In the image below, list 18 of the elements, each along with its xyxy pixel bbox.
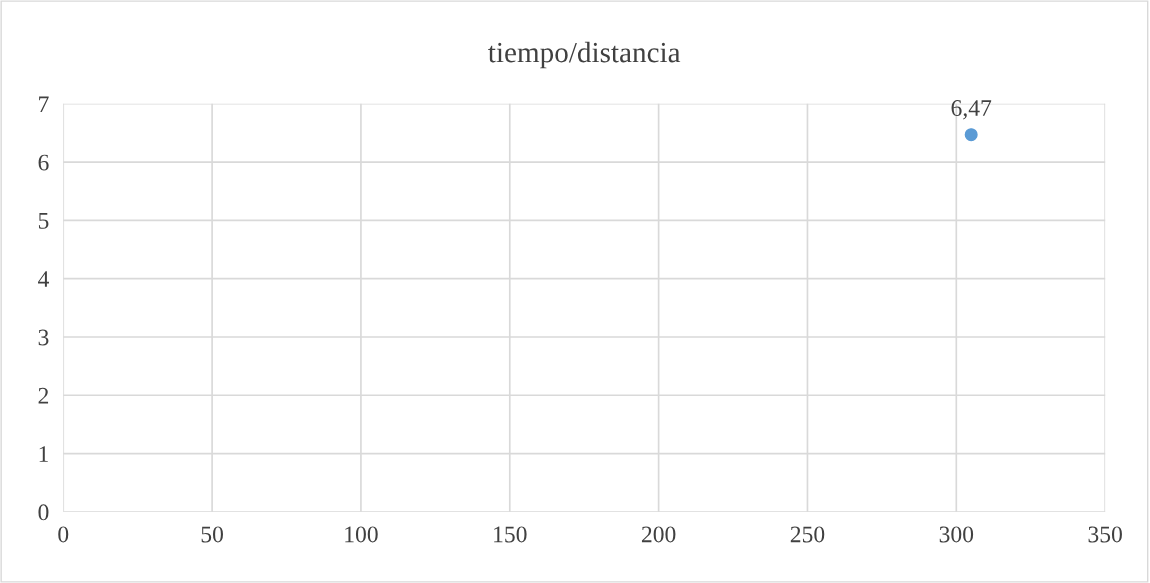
x-tick-label: 350 xyxy=(1088,526,1122,543)
x-tick-label: 50 xyxy=(201,526,223,543)
x-tick-label: 100 xyxy=(345,526,378,543)
x-tick-label: 300 xyxy=(939,526,974,543)
x-tick-label: 200 xyxy=(641,526,676,543)
chart-title: tiempo/distancia xyxy=(488,41,681,69)
y-tick-label: 0 xyxy=(38,504,49,521)
y-tick-label: 2 xyxy=(38,387,49,404)
x-tick-label: 150 xyxy=(494,526,527,543)
x-tick-label: 0 xyxy=(58,526,69,543)
y-tick-label: 5 xyxy=(38,213,49,229)
y-tick-label: 1 xyxy=(39,446,48,462)
y-tick-label: 3 xyxy=(38,329,49,346)
x-tick-label: 250 xyxy=(790,526,825,543)
data-label: 6,47 xyxy=(951,100,992,120)
y-tick-label: 4 xyxy=(38,271,49,287)
y-tick-label: 6 xyxy=(38,154,49,171)
y-tick-label: 7 xyxy=(39,96,49,112)
